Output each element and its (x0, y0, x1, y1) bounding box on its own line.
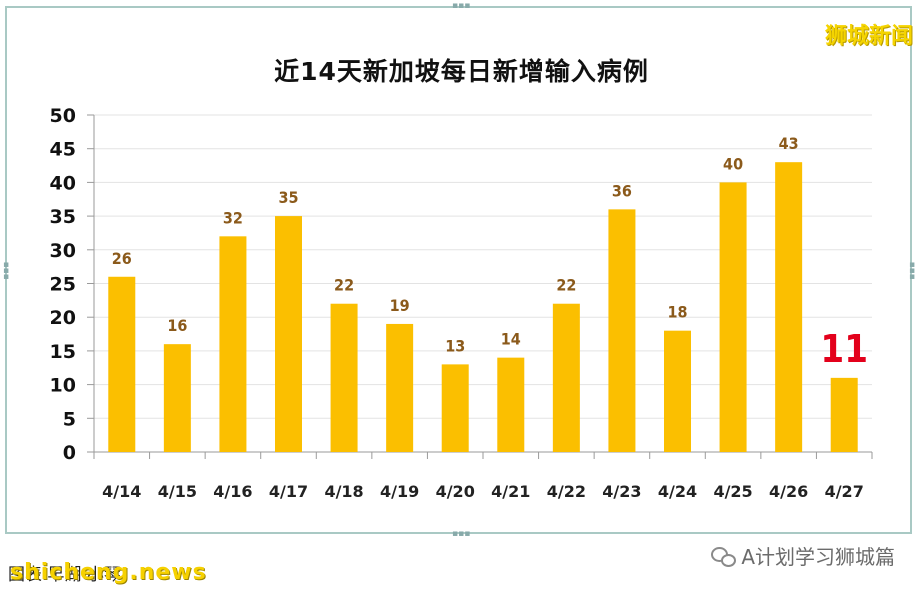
x-tick-label: 4/18 (324, 482, 363, 501)
chart-title: 近14天新加坡每日新增输入病例 (274, 57, 649, 86)
bar (441, 364, 469, 452)
x-tick-label: 4/25 (713, 482, 752, 501)
bar (330, 303, 358, 452)
bar (163, 344, 191, 452)
x-tick-label: 4/27 (825, 482, 864, 501)
x-tick-label: 4/15 (158, 482, 197, 501)
y-tick-label: 15 (50, 341, 76, 363)
source-caption: 图表 早湖·小琴 (8, 565, 121, 585)
watermark: shicheng.news (10, 560, 207, 585)
x-tick-label: 4/20 (436, 482, 475, 501)
wechat-icon (711, 546, 737, 567)
data-label: 14 (501, 330, 521, 349)
x-tick-label: 4/17 (269, 482, 308, 501)
data-label: 16 (167, 316, 187, 335)
resize-handle-top[interactable]: ▪▪▪ (452, 1, 471, 11)
data-label: 36 (612, 181, 632, 200)
bar (219, 236, 247, 452)
bar (664, 330, 691, 452)
resize-handle-bottom[interactable]: ▪▪▪ (452, 529, 471, 539)
y-tick-label: 30 (50, 240, 76, 262)
wechat-account: A计划学习狮城篇 (711, 541, 895, 570)
x-tick-label: 4/21 (491, 482, 530, 501)
y-tick-label: 35 (50, 206, 76, 228)
bar (108, 276, 136, 452)
data-label: 26 (112, 249, 132, 268)
x-tick-label: 4/14 (102, 482, 141, 501)
y-tick-label: 10 (50, 375, 76, 397)
y-tick-label: 0 (63, 442, 76, 464)
resize-handle-left[interactable]: ▪ ▪ ▪ (3, 260, 10, 282)
y-tick-label: 45 (50, 139, 76, 161)
y-tick-label: 20 (50, 307, 76, 329)
y-tick-label: 40 (50, 172, 76, 194)
bar (552, 303, 580, 452)
brand-logo: 狮城新闻 (824, 24, 913, 49)
data-label: 43 (779, 134, 799, 153)
bar (719, 182, 747, 452)
data-label: 22 (334, 276, 354, 295)
x-tick-label: 4/23 (602, 482, 641, 501)
bar (386, 323, 414, 452)
bar (275, 216, 302, 452)
x-tick-label: 4/19 (380, 482, 419, 501)
bar (830, 377, 858, 452)
x-tick-label: 4/24 (658, 482, 697, 501)
bar (497, 357, 525, 452)
data-label: 22 (556, 276, 576, 295)
data-label: 35 (278, 188, 298, 207)
x-tick-label: 4/26 (769, 482, 808, 501)
data-label: 13 (445, 336, 465, 355)
data-label: 40 (723, 154, 743, 173)
y-tick-label: 50 (50, 105, 76, 127)
x-tick-label: 4/16 (213, 482, 252, 501)
bar (608, 209, 636, 452)
wechat-account-label: A计划学习狮城篇 (741, 545, 895, 569)
data-label: 19 (390, 296, 410, 315)
bar (775, 162, 803, 452)
y-tick-label: 25 (50, 274, 76, 296)
data-label: 32 (223, 208, 243, 227)
resize-handle-right[interactable]: ▪ ▪ ▪ (909, 260, 916, 282)
x-tick-label: 4/22 (547, 482, 586, 501)
data-label: 18 (667, 303, 687, 322)
data-label: 11 (820, 327, 868, 371)
y-tick-label: 5 (63, 408, 76, 430)
